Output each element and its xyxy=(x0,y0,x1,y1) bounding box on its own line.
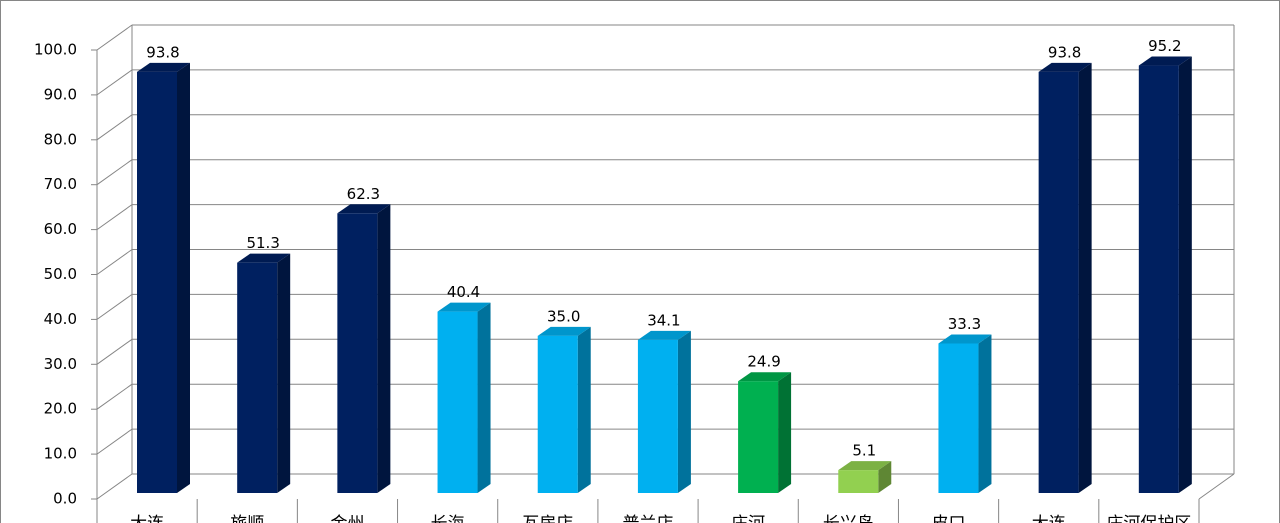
grid-line xyxy=(96,383,133,410)
bar-top xyxy=(838,461,892,471)
x-tick-label: 金州 xyxy=(330,514,364,523)
value-label: 33.3 xyxy=(948,315,981,333)
bar-top xyxy=(237,253,291,263)
floor-edge xyxy=(1198,473,1235,500)
value-label: 93.8 xyxy=(146,43,179,61)
bar-side xyxy=(377,204,391,493)
bar xyxy=(838,470,879,493)
bar xyxy=(1138,65,1179,493)
bar xyxy=(537,335,578,493)
x-tick-label: 庄河 xyxy=(731,514,765,523)
bar-side xyxy=(677,330,691,493)
bar-top xyxy=(437,302,491,312)
grid-line xyxy=(96,249,133,275)
value-label: 51.3 xyxy=(246,234,279,252)
bar xyxy=(437,311,478,493)
y-tick-label: 70.0 xyxy=(44,175,77,193)
grid-line xyxy=(96,428,133,455)
bar xyxy=(237,262,278,493)
x-tick-label: 庄河保护区 xyxy=(1106,514,1191,523)
bar-top xyxy=(637,330,691,340)
bar-side xyxy=(978,334,992,493)
x-tick-label: 旅顺 xyxy=(230,514,264,523)
value-label: 35.0 xyxy=(547,307,580,325)
x-tick-label: 瓦房店 xyxy=(522,514,573,523)
bar-side xyxy=(277,253,291,493)
bar-side xyxy=(177,62,190,493)
grid-line xyxy=(96,338,133,365)
value-label: 95.2 xyxy=(1148,37,1181,55)
value-label: 24.9 xyxy=(747,353,780,371)
bar-side xyxy=(477,302,491,493)
y-tick-label: 60.0 xyxy=(44,220,77,238)
y-tick-label: 100.0 xyxy=(34,41,77,59)
x-tick-label: 大连 xyxy=(130,514,164,523)
x-tick-label: 长海 xyxy=(431,514,465,523)
bar-side xyxy=(577,326,591,493)
bar xyxy=(337,213,378,493)
y-tick-label: 50.0 xyxy=(44,265,77,283)
value-label: 62.3 xyxy=(347,185,380,203)
y-tick-label: 0.0 xyxy=(53,490,77,508)
y-tick-label: 30.0 xyxy=(44,355,77,373)
grid-line xyxy=(96,24,133,51)
bar-side xyxy=(1078,62,1092,493)
y-tick-label: 10.0 xyxy=(44,445,77,463)
bar-top xyxy=(1138,56,1192,66)
grid-line xyxy=(96,69,133,96)
value-label: 93.8 xyxy=(1048,43,1081,61)
grid-line xyxy=(96,293,133,320)
x-tick-label: 皮口 xyxy=(932,514,966,523)
grid-line xyxy=(96,114,133,141)
bar xyxy=(137,71,177,493)
value-label: 5.1 xyxy=(852,442,876,460)
x-tick-label: 大连 xyxy=(1032,514,1066,523)
bar xyxy=(938,343,979,493)
value-label: 40.4 xyxy=(447,283,480,301)
grid-line xyxy=(96,159,133,186)
bar-side xyxy=(778,372,792,493)
grid-line xyxy=(96,473,133,500)
bar xyxy=(738,381,779,493)
y-tick-label: 80.0 xyxy=(44,130,77,148)
bar-top xyxy=(938,334,992,344)
x-tick-label: 长兴岛 xyxy=(823,514,874,523)
bar xyxy=(1038,71,1079,493)
bar-top xyxy=(1038,62,1092,72)
bar-side xyxy=(878,461,892,493)
y-tick-label: 40.0 xyxy=(44,310,77,328)
grid-line xyxy=(96,204,133,231)
bar-top xyxy=(137,62,190,72)
bar xyxy=(637,339,678,493)
value-label: 34.1 xyxy=(647,311,680,329)
bar-top xyxy=(537,326,591,336)
x-tick-label: 普兰店 xyxy=(623,514,674,523)
bar-top xyxy=(738,372,792,382)
y-tick-label: 90.0 xyxy=(44,85,77,103)
y-tick-label: 20.0 xyxy=(44,400,77,418)
bar-side xyxy=(1178,56,1192,493)
bar-top xyxy=(337,204,391,214)
